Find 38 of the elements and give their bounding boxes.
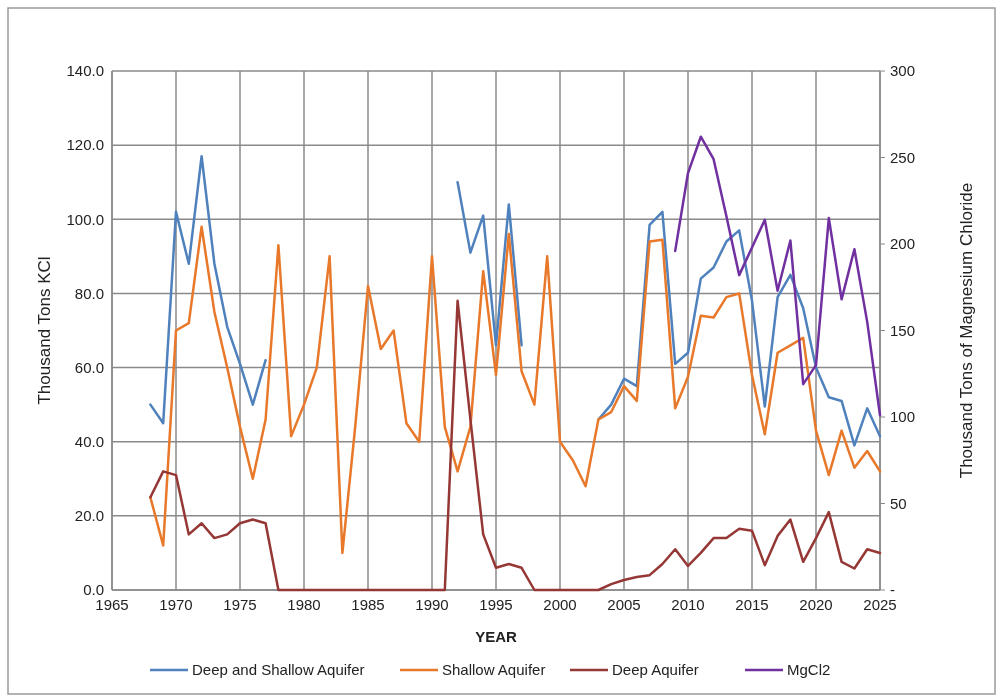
x-tick-label: 2000 <box>543 596 577 613</box>
y-tick-label: 140.0 <box>66 62 104 80</box>
y-tick-label: 100.0 <box>66 210 104 228</box>
x-tick-label: 2025 <box>863 596 897 613</box>
y2-tick-label: 200 <box>890 235 916 253</box>
y2-tick-label: 150 <box>890 321 916 339</box>
x-tick-label: 1985 <box>351 596 385 613</box>
legend-label: Deep Aquifer <box>612 661 699 679</box>
y2-tick-label: 50 <box>890 494 907 512</box>
x-tick-label: 2020 <box>799 596 833 613</box>
legend-label: MgCl2 <box>787 661 831 679</box>
x-tick-label: 1995 <box>479 596 513 613</box>
x-tick-label: 2015 <box>735 596 769 613</box>
x-tick-label: 1975 <box>223 596 257 613</box>
x-tick-label: 1980 <box>287 596 321 613</box>
y-tick-label: 40.0 <box>74 432 104 450</box>
y2-tick-label: - <box>890 581 895 599</box>
x-tick-label: 1990 <box>415 596 449 613</box>
y2-tick-label: 100 <box>890 408 916 426</box>
line-series <box>673 135 882 417</box>
legend-label: Deep and Shallow Aquifer <box>192 661 365 679</box>
y-axis-title: Thousand Tons KCl <box>35 256 54 405</box>
y-tick-label: 120.0 <box>66 136 104 154</box>
line-series <box>149 225 882 555</box>
line-series <box>149 299 882 592</box>
y-tick-label: 60.0 <box>74 358 104 376</box>
x-tick-label: 1965 <box>95 596 129 613</box>
x-tick-label: 2005 <box>607 596 641 613</box>
y2-tick-label: 250 <box>890 148 916 166</box>
y-tick-label: 20.0 <box>74 507 104 525</box>
y-tick-label: 0.0 <box>83 581 104 599</box>
x-tick-label: 1970 <box>159 596 193 613</box>
legend-label: Shallow Aquifer <box>442 661 546 679</box>
y2-axis-title: Thousand Tons of Magnesium Chloride <box>957 182 976 479</box>
y-tick-label: 80.0 <box>74 284 104 302</box>
y2-tick-label: 300 <box>890 62 916 80</box>
x-axis-title: YEAR <box>475 628 517 645</box>
x-tick-label: 2010 <box>671 596 705 613</box>
